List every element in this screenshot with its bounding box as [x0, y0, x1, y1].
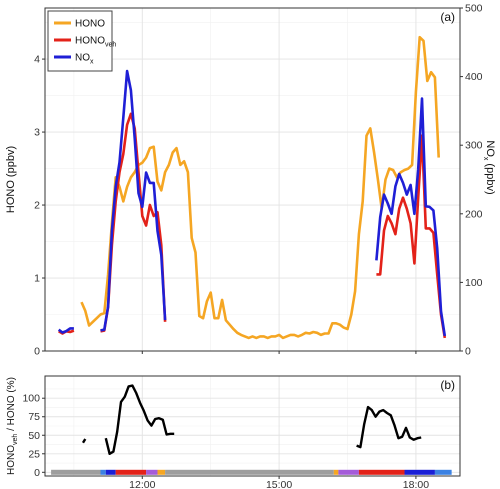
time-bar-segment	[157, 469, 166, 475]
y-tick-label: 75	[28, 411, 40, 423]
time-bar-segment	[165, 469, 334, 475]
time-bar-segment	[146, 469, 158, 475]
y-axis-label: HONOveh / HONO (%)	[6, 377, 19, 475]
series-line-hono	[80, 35, 440, 340]
y-tick-label: 25	[28, 448, 40, 460]
series-line-nox	[375, 97, 447, 337]
y-right-tick-label: 100	[465, 277, 483, 289]
x-tick-label: 12:00	[129, 479, 155, 489]
time-bar-segment	[51, 469, 101, 475]
series-line-hono-veh	[100, 112, 167, 333]
series-line-hono-veh	[376, 134, 447, 339]
y-right-tick-label: 500	[465, 3, 483, 15]
legend-label-main: NO	[75, 53, 90, 64]
time-bar-segment	[338, 469, 359, 475]
y-tick-label: 100	[22, 393, 40, 405]
legend-label-main: HONO	[75, 36, 105, 47]
y-left-axis-label: HONO (ppbv)	[5, 146, 17, 213]
y-axis-label-main: HONO	[6, 445, 17, 475]
y-right-tick-label: 0	[465, 346, 471, 358]
y-right-axis-label-sub: x	[482, 157, 489, 161]
y-axis-label-sub: veh	[12, 434, 19, 445]
legend-label: NOx	[75, 53, 94, 66]
time-bar-segment	[105, 469, 116, 475]
panel-label: (b)	[440, 378, 455, 392]
legend-label-main: HONO	[75, 19, 105, 30]
x-tick-label: 15:00	[266, 479, 292, 489]
legend-label: HONOveh	[75, 36, 116, 49]
time-bar-segment	[115, 469, 147, 475]
x-tick-label: 18:00	[403, 479, 429, 489]
plot-frame	[44, 7, 461, 352]
legend-label: HONO	[75, 19, 105, 30]
series-line-ratio	[356, 405, 422, 449]
y-left-tick-label: 3	[34, 127, 40, 139]
y-axis-label-tail: / HONO (%)	[6, 377, 17, 434]
time-bar-segment	[404, 469, 435, 475]
y-left-tick-label: 2	[34, 200, 40, 212]
y-right-axis-label-tail: (ppbv)	[484, 160, 496, 194]
y-right-tick-label: 400	[465, 71, 483, 83]
panel-label: (a)	[440, 10, 455, 24]
y-left-tick-label: 4	[34, 54, 40, 66]
series-line-ratio	[104, 384, 175, 455]
time-bar-segment	[333, 469, 339, 475]
time-bar-segment	[100, 469, 106, 475]
panel-b: 0 25 50 75 100 12:00 15:00 18:00 HONOveh / HONO …	[6, 375, 461, 489]
legend-label-sub: veh	[105, 42, 116, 49]
series-line-ratio	[81, 438, 87, 444]
plot-frame	[44, 375, 461, 477]
y-tick-label: 0	[34, 467, 40, 479]
y-right-tick-label: 300	[465, 140, 483, 152]
y-tick-label: 50	[28, 430, 40, 442]
y-right-axis-label-main: NO	[484, 140, 496, 157]
y-right-axis-label: NOx (ppbv)	[482, 140, 496, 194]
time-bar-segment	[358, 469, 405, 475]
legend-label-sub: x	[90, 59, 94, 66]
y-left-tick-label: 0	[34, 346, 40, 358]
y-left-tick-label: 1	[34, 273, 40, 285]
y-right-tick-label: 200	[465, 208, 483, 220]
time-bar-segment	[434, 469, 452, 475]
series-line-nox	[57, 327, 74, 334]
series-line-nox	[100, 69, 167, 332]
